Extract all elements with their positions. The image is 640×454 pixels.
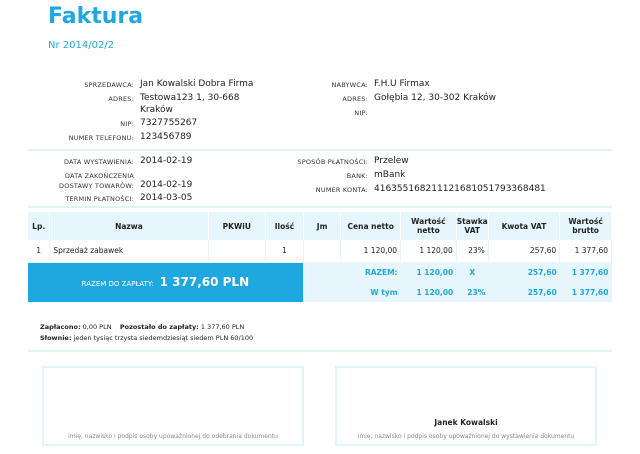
col-header: Jm xyxy=(303,212,342,240)
payment-summary: Zapłacono: 0,00 PLN Pozostało do zapłaty… xyxy=(40,323,244,331)
payment-method: Przelew xyxy=(374,156,409,166)
table-row: 1 Sprzedaż zabawek 1 1 120,00 1 120,00 2… xyxy=(28,240,612,263)
summary-row: RAZEM DO ZAPŁATY: 1 377,60 PLN RAZEM: 1 1… xyxy=(28,262,612,303)
label: NIP: xyxy=(120,120,134,128)
due-date: 2014-03-05 xyxy=(140,193,193,203)
issuer-signature-box: Janek Kowalski imię, nazwisko i podpis o… xyxy=(335,366,597,446)
label: ADRES: xyxy=(108,95,134,103)
label: NIP: xyxy=(354,109,368,117)
issue-date: 2014-02-19 xyxy=(140,156,193,166)
label: TERMIN PŁATNOŚCI: xyxy=(65,195,134,203)
cell: X xyxy=(456,262,489,282)
seller-phone: 123456789 xyxy=(140,132,192,142)
cell: 1 377,60 xyxy=(559,282,612,302)
bank: mBank xyxy=(374,170,406,180)
cell: 1 120,00 xyxy=(400,240,457,263)
cell: 1 120,00 xyxy=(340,240,402,263)
account-number: 41635516821112168105179336848​1 xyxy=(374,184,546,194)
total-label: RAZEM DO ZAPŁATY: xyxy=(81,280,154,288)
label: Pozostało do zapłaty: xyxy=(119,323,199,331)
buyer-address: Gołębia 12, 30-302 Kraków xyxy=(374,93,496,103)
cell: 1 120,00 xyxy=(400,282,457,302)
col-header: Kwota VAT xyxy=(488,212,561,240)
amount-in-words: Słownie: jeden tysiąc trzysta siedemdzie… xyxy=(40,334,253,342)
signature-caption: imię, nazwisko i podpis osoby upoważnion… xyxy=(357,433,575,440)
words-value: jeden tysiąc trzysta siedemdziesiąt sied… xyxy=(73,334,254,342)
invoice-number: Nr 2014/02/2 xyxy=(48,40,115,51)
col-header: Wartość brutto xyxy=(559,212,612,240)
cell: 1 xyxy=(28,240,51,263)
delivery-date: 2014-02-19 xyxy=(140,180,193,190)
cell: 257,60 xyxy=(488,282,560,302)
cell: 23% xyxy=(456,282,489,302)
cell: 1 xyxy=(265,240,304,263)
page-title: Faktura xyxy=(48,4,144,29)
label: SPOSÓB PŁATNOŚCI: xyxy=(297,158,368,166)
label: DATA ZAKOŃCZENIA xyxy=(64,172,134,180)
label: Zapłacono: xyxy=(40,323,81,331)
total-value: 1 377,60 PLN xyxy=(159,275,250,289)
cell xyxy=(303,240,342,263)
cell xyxy=(208,240,267,263)
cell: 1 377,60 xyxy=(559,262,612,282)
col-header: Cena netto xyxy=(340,212,402,240)
label: DOSTAWY TOWARÓW: xyxy=(59,182,134,190)
col-header: PKWiU xyxy=(208,212,267,240)
label: Słownie: xyxy=(40,334,72,342)
divider xyxy=(28,149,612,151)
signature-caption: imię, nazwisko i podpis osoby upoważnion… xyxy=(68,433,278,440)
label: NUMER TELEFONU: xyxy=(68,134,134,142)
cell: 257,60 xyxy=(488,262,560,282)
cell: RAZEM: xyxy=(340,262,401,282)
divider xyxy=(28,350,612,352)
table-header: Lp. Nazwa PKWiU Ilość Jm Cena netto Wart… xyxy=(28,212,612,240)
issuer-name: Janek Kowalski xyxy=(434,418,498,427)
label: DATA WYSTAWIENIA: xyxy=(63,158,134,166)
items-table: Lp. Nazwa PKWiU Ilość Jm Cena netto Wart… xyxy=(28,212,612,303)
label: NABYWCA: xyxy=(331,81,368,89)
receiver-signature-box: imię, nazwisko i podpis osoby upoważnion… xyxy=(42,366,304,446)
seller-address: Testowa123 1, 30-668 xyxy=(140,93,240,103)
label: ADRES: xyxy=(342,95,368,103)
buyer-name: F.H.U Firmax xyxy=(374,79,430,89)
label: SPRZEDAWCA: xyxy=(84,81,134,89)
col-header: Lp. xyxy=(28,212,51,240)
divider xyxy=(28,206,612,208)
label: NUMER KONTA: xyxy=(315,186,368,194)
cell: W tym xyxy=(340,282,401,302)
cell: 23% xyxy=(456,240,489,263)
cell: 1 120,00 xyxy=(400,262,457,282)
col-header: Wartość netto xyxy=(400,212,457,240)
total-box: RAZEM DO ZAPŁATY: 1 377,60 PLN xyxy=(28,262,304,303)
col-header: Nazwa xyxy=(49,212,209,240)
col-header: Ilość xyxy=(265,212,304,240)
seller-city: Kraków xyxy=(140,105,173,115)
summary-row: W tym 1 120,00 23% 257,60 1 377,60 xyxy=(28,282,612,302)
col-header: Stawka VAT xyxy=(456,212,489,240)
cell: 257,60 xyxy=(488,240,561,263)
seller-nip: 7327755267 xyxy=(140,118,198,128)
label: BANK: xyxy=(346,172,368,180)
cell: 1 377,60 xyxy=(559,240,612,263)
seller-name: Jan Kowalski Dobra Firma xyxy=(140,79,254,89)
cell: Sprzedaż zabawek xyxy=(49,240,209,263)
remaining-value: 1 377,60 PLN xyxy=(200,323,245,331)
paid-value: 0,00 PLN xyxy=(82,323,112,331)
